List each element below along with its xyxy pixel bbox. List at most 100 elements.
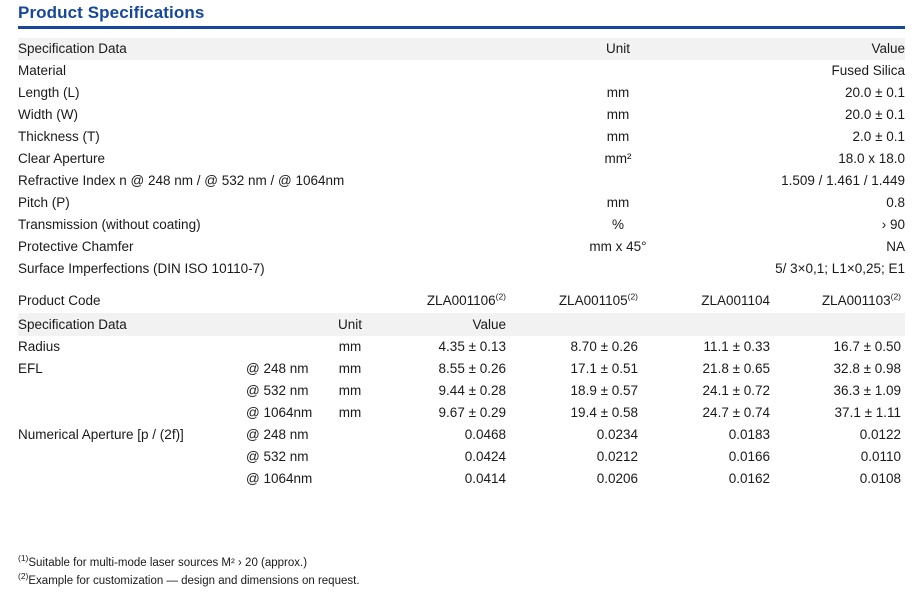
spec-value-col4: 0.0108 — [859, 471, 902, 486]
spec-unit: mm² — [604, 151, 632, 166]
header-blank-2 — [510, 313, 643, 336]
header-blank-3 — [642, 313, 775, 336]
general-spec-table: Specification Data Unit Value Material F… — [18, 38, 905, 289]
spec-wavelength: @ 248 nm — [246, 361, 309, 376]
table-row: Material Fused Silica — [18, 60, 905, 82]
footnote-marker: (2) — [627, 291, 639, 302]
product-code-subheader-row: Specification Data Unit Value — [18, 313, 906, 336]
product-code-table: Product Code ZLA001106(2) ZLA001105(2) Z… — [18, 289, 906, 490]
spec-value-col3: 0.0183 — [728, 427, 771, 442]
spec-value-col1: 0.0424 — [464, 449, 507, 464]
spec-value-col3: 24.7 ± 0.74 — [702, 405, 771, 420]
header-value-2: Value — [376, 313, 511, 336]
spec-unit: mm — [338, 361, 362, 376]
page-title: Product Specifications — [18, 3, 205, 22]
spec-name — [18, 446, 246, 468]
product-code-zla001104[interactable]: ZLA001104 — [642, 289, 775, 313]
table-row: @ 532 nm mm 9.44 ± 0.28 18.9 ± 0.57 24.1… — [18, 380, 905, 402]
footnote-1: (1)Suitable for multi-mode laser sources… — [18, 554, 898, 572]
spec-value: 18.0 x 18.0 — [838, 151, 905, 166]
table-row: Numerical Aperture [p / (2f)] @ 248 nm 0… — [18, 424, 905, 446]
table-row: @ 532 nm 0.0424 0.0212 0.0166 0.0110 — [18, 446, 905, 468]
spec-value-col4: 16.7 ± 0.50 — [833, 339, 902, 354]
spec-unit — [324, 424, 376, 446]
spec-name: Width (W) — [18, 107, 78, 122]
spec-value-col3: 21.8 ± 0.65 — [702, 361, 771, 376]
general-spec-header-row: Specification Data Unit Value — [18, 38, 905, 60]
table-row: EFL @ 248 nm mm 8.55 ± 0.26 17.1 ± 0.51 … — [18, 358, 905, 380]
spec-unit: mm — [606, 195, 630, 210]
spec-wavelength: @ 1064nm — [246, 405, 313, 420]
spec-value-col1: 0.0468 — [464, 427, 507, 442]
spec-value-col3: 0.0166 — [728, 449, 771, 464]
spec-unit — [518, 258, 718, 280]
table-row: @ 1064nm 0.0414 0.0206 0.0162 0.0108 — [18, 468, 905, 490]
spec-unit — [518, 170, 718, 192]
spec-name: Pitch (P) — [18, 195, 70, 210]
table-row: Thickness (T) mm 2.0 ± 0.1 — [18, 126, 905, 148]
spec-unit: mm x 45° — [589, 239, 647, 254]
spec-value-col4: 0.0110 — [860, 449, 902, 464]
spec-value-col2: 19.4 ± 0.58 — [570, 405, 639, 420]
footnote-2-text: Example for customization — design and d… — [28, 575, 360, 587]
spec-value-col3: 24.1 ± 0.72 — [702, 383, 771, 398]
header-specification-data-2: Specification Data — [18, 313, 246, 336]
table-row: Clear Aperture mm² 18.0 x 18.0 — [18, 148, 905, 170]
product-code-zla001105[interactable]: ZLA001105(2) — [510, 289, 643, 313]
spec-wavelength: @ 1064nm — [246, 471, 313, 486]
table-row: Width (W) mm 20.0 ± 0.1 — [18, 104, 905, 126]
spec-unit: mm — [606, 129, 630, 144]
spec-value-col3: 0.0162 — [728, 471, 771, 486]
header-value: Value — [718, 38, 905, 60]
spec-name: Radius — [18, 339, 61, 354]
spec-value-col1: 4.35 ± 0.13 — [438, 339, 507, 354]
header-specification-data: Specification Data — [18, 38, 518, 60]
spec-unit — [324, 446, 376, 468]
spec-value-col1: 8.55 ± 0.26 — [438, 361, 507, 376]
product-code-label: Product Code — [18, 289, 377, 313]
spec-name: Protective Chamfer — [18, 239, 134, 254]
spec-value-col2: 17.1 ± 0.51 — [570, 361, 639, 376]
spec-unit — [324, 468, 376, 490]
spec-value: › 90 — [881, 217, 905, 232]
header-unit-2: Unit — [324, 313, 377, 336]
spec-name: EFL — [18, 361, 43, 376]
spec-unit: % — [611, 217, 624, 232]
spec-name: Surface Imperfections (DIN ISO 10110-7) — [18, 261, 265, 276]
product-code-zla001103[interactable]: ZLA001103(2) — [774, 289, 906, 313]
spec-value-col4: 37.1 ± 1.11 — [834, 405, 902, 420]
spec-name: Length (L) — [18, 85, 80, 100]
table-spacer-row — [18, 280, 905, 289]
title-block: Product Specifications — [18, 0, 905, 29]
spec-wavelength: @ 248 nm — [246, 427, 309, 442]
spec-unit: mm — [338, 405, 362, 420]
general-spec-body: Material Fused Silica Length (L) mm 20.0… — [18, 60, 905, 289]
spec-value: 5/ 3×0,1; L1×0,25; E1 — [775, 261, 905, 276]
spec-name: Numerical Aperture [p / (2f)] — [18, 427, 184, 442]
spec-wavelength: @ 532 nm — [246, 383, 309, 398]
product-code-header-row: Product Code ZLA001106(2) ZLA001105(2) Z… — [18, 289, 906, 313]
footnote-1-marker: (1) — [18, 553, 29, 564]
table-row: @ 1064nm mm 9.67 ± 0.29 19.4 ± 0.58 24.7… — [18, 402, 905, 424]
spec-value: 20.0 ± 0.1 — [845, 107, 905, 122]
spec-name: Clear Aperture — [18, 151, 106, 166]
spec-value: 0.8 — [886, 195, 905, 210]
spec-value-col2: 0.0206 — [596, 471, 639, 486]
spec-name: Thickness (T) — [18, 129, 100, 144]
product-code-zla001106[interactable]: ZLA001106(2) — [376, 289, 511, 313]
spec-unit: mm — [606, 107, 630, 122]
spec-value: 20.0 ± 0.1 — [845, 85, 905, 100]
table-row: Pitch (P) mm 0.8 — [18, 192, 905, 214]
table-row: Length (L) mm 20.0 ± 0.1 — [18, 82, 905, 104]
spec-wavelength: @ 532 nm — [246, 449, 309, 464]
spec-name — [18, 380, 246, 402]
spec-unit: mm — [606, 85, 630, 100]
footnote-1-text: Suitable for multi-mode laser sources M²… — [28, 557, 308, 569]
spec-value-col2: 18.9 ± 0.57 — [570, 383, 639, 398]
spec-value-col1: 9.67 ± 0.29 — [438, 405, 507, 420]
spec-value-col4: 32.8 ± 0.98 — [833, 361, 902, 376]
spec-value-col4: 36.3 ± 1.09 — [833, 383, 902, 398]
footnote-2-marker: (2) — [18, 571, 29, 582]
spec-wavelength — [246, 336, 324, 358]
